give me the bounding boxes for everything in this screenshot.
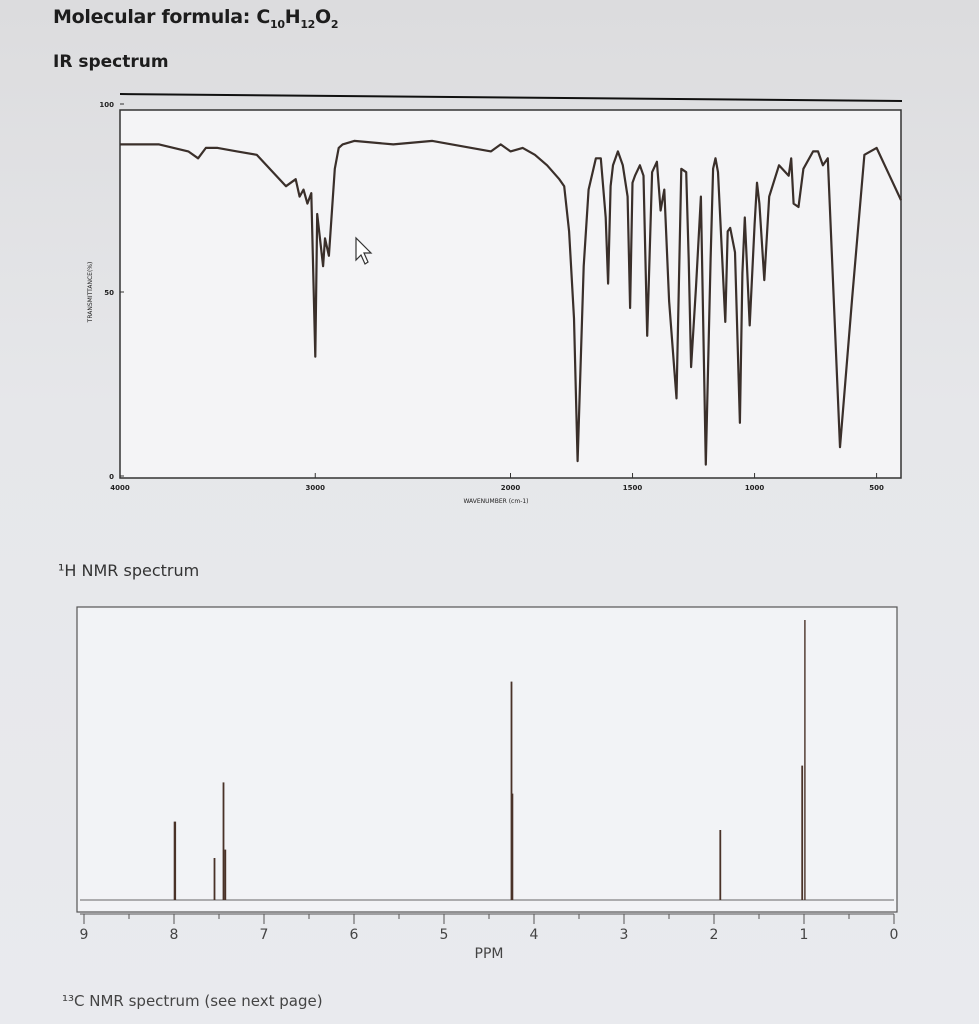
nmr-x-tick-label: 9 [80,927,89,943]
ir-y-tick-label: 100 [99,101,114,109]
ir-plot-frame [119,109,902,479]
ir-x-tick-label: 500 [869,484,884,492]
ir-y-tick-label: 50 [104,289,114,297]
nmr-x-tick-label: 7 [260,927,269,943]
ir-y-axis-label: TRANSMITTANCE(%) [87,262,94,324]
formula-oxygen-count: 2 [330,17,339,31]
nmr-peak [801,765,804,900]
ir-chart: 4000 3000 2000 1500 1000 500 0 50 100 WAVENUMBER… [87,93,903,505]
nmr-peak [173,821,177,900]
nmr-x-tick-label: 5 [440,927,449,943]
ir-x-axis-label: WAVENUMBER (cm-1) [463,498,528,505]
nmr-axis-ticks: 9 8 7 6 5 4 3 2 1 0 [80,913,899,943]
formula-carbon-count: 10 [269,17,285,31]
formula-o-symbol: O [315,6,331,28]
ir-y-tick-label: 0 [109,473,114,481]
nmr-peak [222,782,225,900]
nmr-peak [511,793,514,900]
ir-axis-ticks: 4000 3000 2000 1500 1000 500 0 50 100 [99,101,884,492]
nmr-x-axis-label: PPM [475,946,504,962]
ir-spectrum-title: IR spectrum [53,52,169,72]
ir-x-tick-label: 2000 [501,484,521,492]
nmr-peak [510,681,513,900]
ir-top-rule [119,93,903,102]
nmr-spectrum-title: ¹H NMR spectrum [58,561,200,580]
nmr-x-tick-label: 1 [800,927,809,943]
nmr-peak [719,830,722,900]
nmr-peak [213,858,216,900]
ir-x-tick-label: 4000 [110,484,130,492]
nmr-x-tick-label: 8 [170,927,179,943]
formula-prefix: Molecular formula: C [53,6,270,28]
nmr-x-tick-label: 6 [350,927,359,943]
nmr-peak [224,849,227,900]
nmr-chart: 9 8 7 6 5 4 3 2 1 0 PPM [76,606,899,962]
nmr-x-tick-label: 3 [620,927,629,943]
c13-nmr-note: ¹³C NMR spectrum (see next page) [62,992,323,1010]
ir-trace [120,139,902,466]
formula-h-symbol: H [284,6,301,28]
nmr-x-tick-label: 0 [890,927,899,943]
nmr-x-tick-label: 2 [710,927,719,943]
formula-hydrogen-count: 12 [300,17,316,31]
ir-x-tick-label: 1500 [623,484,643,492]
ir-x-tick-label: 3000 [306,484,326,492]
nmr-plot-frame [76,606,898,913]
molecular-formula: Molecular formula: C10H12O2 [53,6,339,31]
ir-x-tick-label: 1000 [745,484,765,492]
nmr-x-tick-label: 4 [530,927,539,943]
nmr-peak [804,620,806,900]
mouse-cursor-icon [355,236,373,265]
nmr-peaks [173,620,806,900]
